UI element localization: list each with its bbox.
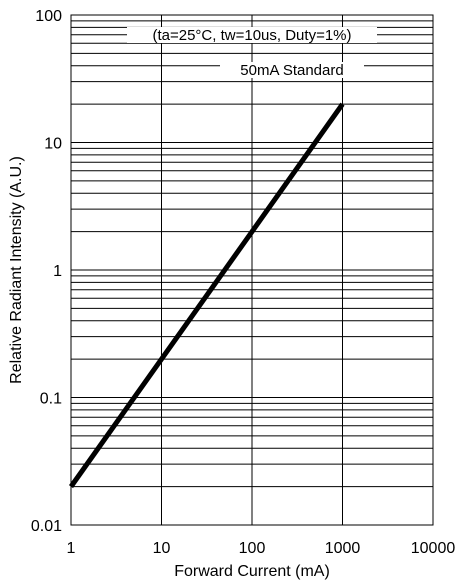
annotation-standard: 50mA Standard (240, 62, 343, 79)
y-tick-label: 0.01 (31, 518, 62, 535)
y-tick-label: 1 (53, 263, 62, 280)
series-line (68, 102, 345, 489)
y-tick-label: 100 (35, 8, 62, 25)
y-tick-labels: 0.01 0.1 1 10 100 (31, 8, 62, 535)
x-tick-labels: 1 10 100 1000 10000 (67, 540, 456, 557)
x-tick-label: 10000 (411, 540, 456, 557)
series-layer (68, 102, 345, 489)
x-tick-label: 100 (239, 540, 266, 557)
y-axis-label: Relative Radiant Intensity (A.U.) (8, 156, 25, 384)
annotation-conditions: (ta=25°C, tw=10us, Duty=1%) (152, 27, 351, 44)
grid (70, 15, 434, 526)
x-tick-label: 1 (67, 540, 76, 557)
x-tick-label: 10 (153, 540, 171, 557)
y-tick-label: 0.1 (40, 391, 62, 408)
y-tick-label: 10 (44, 136, 62, 153)
annotation-box-standard (220, 62, 364, 78)
plot-frame (70, 14, 434, 526)
annotation-box-conditions (127, 27, 377, 43)
x-axis-label: Forward Current (mA) (174, 563, 330, 580)
x-tick-label: 1000 (325, 540, 361, 557)
